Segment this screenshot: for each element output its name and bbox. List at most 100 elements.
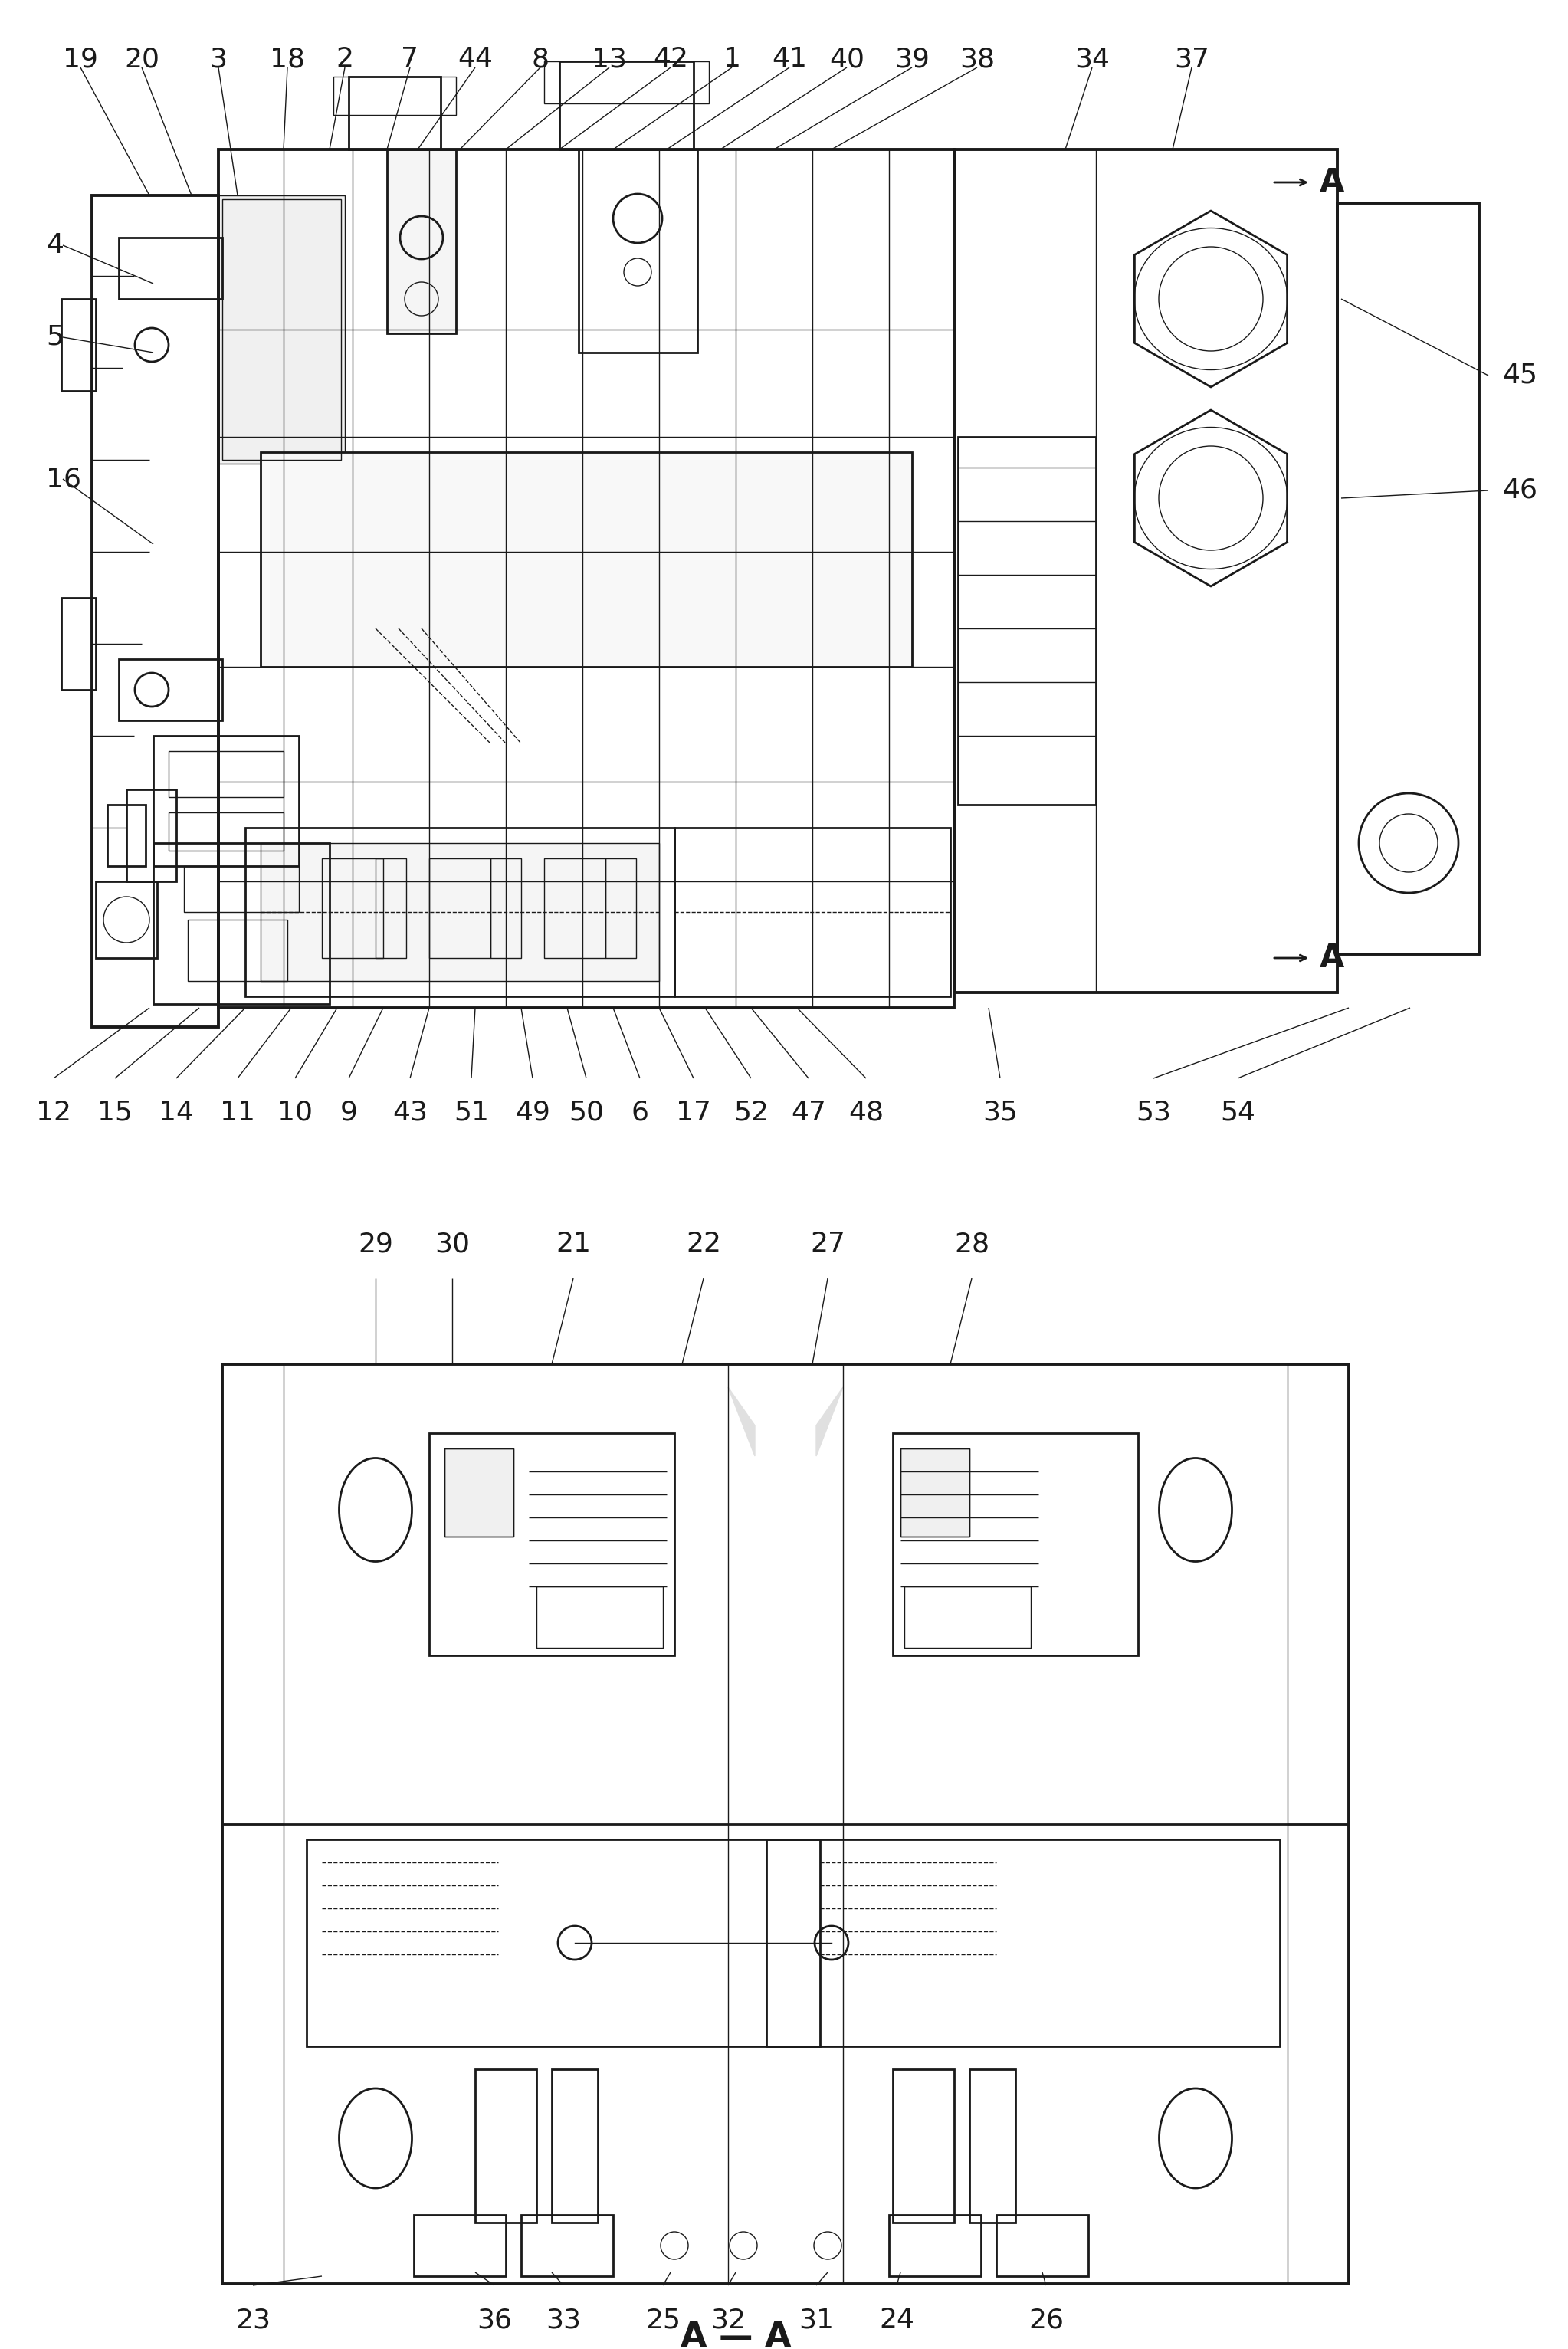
Bar (892, 2069, 955, 2222)
Bar (969, 2069, 1016, 2222)
Bar (430, 857, 491, 958)
Bar (414, 2215, 506, 2276)
Bar (348, 78, 441, 150)
Text: 24: 24 (880, 2307, 914, 2333)
Bar (334, 78, 456, 115)
Text: 12: 12 (36, 1099, 71, 1125)
Text: 35: 35 (983, 1099, 1018, 1125)
Bar (889, 2215, 982, 2276)
Text: 19: 19 (63, 47, 99, 73)
Text: 18: 18 (270, 47, 306, 73)
Bar (560, 61, 693, 150)
Bar (544, 61, 709, 103)
Bar (93, 195, 218, 1027)
Text: 4: 4 (45, 233, 64, 258)
Bar (307, 1839, 820, 2046)
Text: 37: 37 (1174, 47, 1209, 73)
Bar (245, 827, 674, 996)
Text: 21: 21 (555, 1231, 591, 1257)
Text: 54: 54 (1220, 1099, 1256, 1125)
Text: 23: 23 (235, 2307, 271, 2333)
Bar (61, 597, 96, 691)
Text: 26: 26 (1029, 2307, 1063, 2333)
Bar (900, 1449, 969, 1536)
Bar (521, 2215, 613, 2276)
Bar (223, 1825, 284, 2283)
Bar (223, 1365, 284, 1825)
Bar (223, 1365, 1348, 2283)
Bar (321, 857, 383, 958)
Bar (1287, 1365, 1348, 1825)
Text: 38: 38 (960, 47, 994, 73)
Bar (387, 150, 456, 334)
Text: 47: 47 (790, 1099, 826, 1125)
Text: 7: 7 (401, 47, 419, 73)
Bar (169, 813, 284, 850)
Text: 39: 39 (894, 47, 930, 73)
Text: 16: 16 (45, 465, 82, 491)
Text: 43: 43 (392, 1099, 428, 1125)
Text: 31: 31 (798, 2307, 834, 2333)
Bar (900, 1449, 969, 1536)
Bar (892, 1433, 1138, 1656)
Text: 22: 22 (685, 1231, 721, 1257)
Text: 45: 45 (1502, 362, 1537, 388)
Bar (218, 150, 955, 1008)
Bar (728, 1365, 844, 2283)
Text: 48: 48 (848, 1099, 884, 1125)
Bar (430, 1433, 674, 1656)
Text: 17: 17 (676, 1099, 712, 1125)
Bar (223, 200, 340, 460)
Bar (127, 789, 176, 881)
Bar (491, 857, 521, 958)
Bar (579, 150, 698, 352)
Text: 44: 44 (458, 47, 492, 73)
Bar (154, 735, 299, 867)
Bar (119, 237, 223, 298)
Bar (183, 867, 299, 911)
Text: 28: 28 (953, 1231, 989, 1257)
Bar (260, 843, 659, 982)
Bar (154, 843, 329, 1003)
Text: 5: 5 (45, 324, 64, 350)
Bar (387, 150, 456, 334)
Bar (260, 451, 913, 667)
Text: 20: 20 (124, 47, 160, 73)
Bar (552, 2069, 597, 2222)
Bar (218, 195, 345, 463)
Text: 33: 33 (546, 2307, 580, 2333)
Bar (119, 660, 223, 721)
Text: 8: 8 (532, 47, 549, 73)
Bar (605, 857, 637, 958)
Text: 27: 27 (811, 1231, 845, 1257)
Text: 49: 49 (514, 1099, 550, 1125)
Bar (1287, 1825, 1348, 2283)
Text: 42: 42 (652, 47, 688, 73)
Bar (544, 857, 605, 958)
Text: A — A: A — A (681, 2321, 792, 2349)
Text: 52: 52 (734, 1099, 768, 1125)
Bar (188, 921, 287, 982)
Text: 46: 46 (1502, 477, 1537, 503)
Bar (260, 451, 913, 667)
Text: 15: 15 (97, 1099, 133, 1125)
Bar (536, 1586, 663, 1647)
Text: A: A (1320, 167, 1344, 200)
Text: 9: 9 (340, 1099, 358, 1125)
Bar (996, 2215, 1088, 2276)
Text: 50: 50 (569, 1099, 604, 1125)
Text: 11: 11 (220, 1099, 256, 1125)
Bar (767, 1839, 1279, 2046)
Text: 36: 36 (477, 2307, 511, 2333)
Bar (444, 1449, 513, 1536)
Text: 34: 34 (1074, 47, 1110, 73)
Bar (905, 1586, 1030, 1647)
Text: 53: 53 (1135, 1099, 1171, 1125)
Text: 1: 1 (723, 47, 740, 73)
Bar (61, 298, 96, 390)
Text: 3: 3 (210, 47, 227, 73)
Bar (958, 437, 1096, 806)
Text: 32: 32 (710, 2307, 746, 2333)
Bar (955, 150, 1338, 994)
Bar (169, 752, 284, 796)
